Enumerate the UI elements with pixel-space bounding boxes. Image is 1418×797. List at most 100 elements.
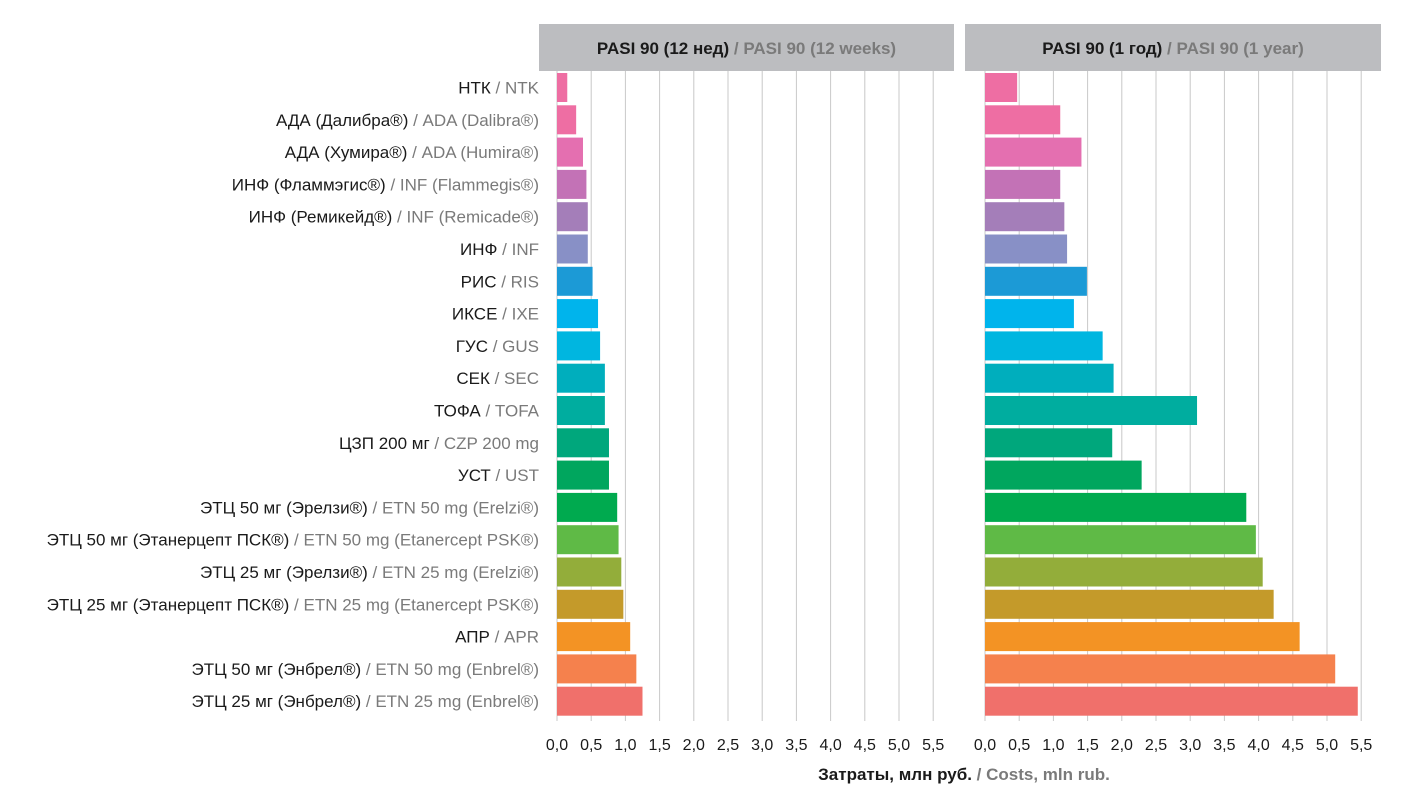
panel-title-2-ru: PASI 90 (1 год) bbox=[1042, 39, 1162, 58]
category-label-separator: / bbox=[497, 240, 511, 259]
bar bbox=[557, 460, 609, 490]
category-label-en: NTK bbox=[505, 79, 540, 98]
panel-title-1-ru: PASI 90 (12 нед) bbox=[597, 39, 729, 58]
category-label-ru: ЦЗП 200 мг bbox=[339, 434, 430, 453]
bar bbox=[985, 622, 1300, 652]
category-label-ru: СЕК bbox=[456, 369, 490, 388]
bar bbox=[985, 137, 1082, 167]
bar bbox=[985, 654, 1336, 684]
bar bbox=[985, 428, 1113, 458]
x-tick-label: 4,5 bbox=[854, 737, 876, 754]
category-label-en: UST bbox=[505, 466, 539, 485]
category-label-separator: / bbox=[407, 143, 421, 162]
x-tick-label: 2,5 bbox=[1145, 737, 1167, 754]
category-label-en: INF bbox=[512, 240, 539, 259]
category-label: ИНФ / INF bbox=[460, 240, 539, 259]
bar bbox=[557, 137, 583, 167]
x-tick-label: 3,5 bbox=[1213, 737, 1235, 754]
category-label-ru: АДА (Хумира®) bbox=[285, 143, 408, 162]
category-label: ТОФА / TOFA bbox=[434, 402, 540, 421]
bar bbox=[985, 525, 1256, 555]
category-label: ЭТЦ 25 мг (Эрелзи®) / ETN 25 mg (Erelzi®… bbox=[200, 563, 539, 582]
bar bbox=[985, 557, 1263, 587]
category-label: ЭТЦ 50 мг (Этанерцепт ПСК®) / ETN 50 mg … bbox=[47, 531, 539, 550]
category-label-ru: НТК bbox=[458, 79, 491, 98]
category-label: ЭТЦ 25 мг (Энбрел®) / ETN 25 mg (Enbrel®… bbox=[192, 692, 539, 711]
category-label-separator: / bbox=[368, 563, 382, 582]
category-label-ru: АДА (Далибра®) bbox=[276, 111, 408, 130]
bar bbox=[985, 492, 1247, 522]
category-label: УСТ / UST bbox=[458, 466, 539, 485]
bar bbox=[557, 202, 588, 232]
category-label: АДА (Хумира®) / ADA (Humira®) bbox=[285, 143, 539, 162]
category-label: ЦЗП 200 мг / CZP 200 mg bbox=[339, 434, 539, 453]
panel-title-1-en: PASI 90 (12 weeks) bbox=[743, 39, 896, 58]
category-label-en: ETN 25 mg (Enbrel®) bbox=[375, 692, 539, 711]
category-label-separator: / bbox=[491, 79, 505, 98]
category-label: АДА (Далибра®) / ADA (Dalibra®) bbox=[276, 111, 539, 130]
bar bbox=[557, 492, 618, 522]
category-label-ru: ЭТЦ 25 мг (Этанерцепт ПСК®) bbox=[47, 595, 290, 614]
category-label-ru: ИНФ (Фламмэгис®) bbox=[232, 175, 386, 194]
bar bbox=[557, 428, 609, 458]
category-label-en: ETN 25 mg (Erelzi®) bbox=[382, 563, 539, 582]
x-tick-label: 3,0 bbox=[1179, 737, 1201, 754]
bar bbox=[557, 299, 599, 329]
bar bbox=[985, 686, 1358, 716]
x-tick-label: 1,5 bbox=[648, 737, 670, 754]
bar bbox=[985, 266, 1087, 296]
x-axis-title-en: Costs, mln rub. bbox=[986, 765, 1110, 784]
category-label-en: INF (Remicade®) bbox=[407, 208, 540, 227]
x-tick-label: 1,0 bbox=[614, 737, 636, 754]
panel-title-1-separator: / bbox=[729, 39, 743, 58]
x-tick-label: 0,5 bbox=[580, 737, 602, 754]
x-tick-label: 4,5 bbox=[1282, 737, 1304, 754]
bar bbox=[557, 169, 587, 199]
bar bbox=[557, 105, 577, 135]
x-axis-title-ru: Затраты, млн руб. bbox=[818, 765, 972, 784]
category-label-separator: / bbox=[368, 498, 382, 517]
bar bbox=[557, 73, 568, 102]
category-label: ЭТЦ 50 мг (Эрелзи®) / ETN 50 mg (Erelzi®… bbox=[200, 498, 539, 517]
x-tick-label: 3,0 bbox=[751, 737, 773, 754]
category-label-ru: ИНФ bbox=[460, 240, 497, 259]
panel-1: PASI 90 (12 нед) / PASI 90 (12 weeks) 0,0… bbox=[539, 24, 954, 754]
panel-header-2 bbox=[965, 24, 1381, 71]
category-label-ru: ГУС bbox=[456, 337, 488, 356]
x-tick-label: 1,0 bbox=[1042, 737, 1064, 754]
x-tick-label: 1,5 bbox=[1076, 737, 1098, 754]
category-label-separator: / bbox=[289, 595, 303, 614]
bar bbox=[557, 234, 588, 264]
category-label-ru: АПР bbox=[455, 628, 490, 647]
bar bbox=[557, 557, 622, 587]
x-tick-label: 4,0 bbox=[1247, 737, 1269, 754]
bar bbox=[985, 331, 1103, 361]
x-tick-label: 5,5 bbox=[1350, 737, 1372, 754]
category-label-ru: УСТ bbox=[458, 466, 491, 485]
category-label-ru: ЭТЦ 50 мг (Энбрел®) bbox=[192, 660, 362, 679]
category-label-en: INF (Flammegis®) bbox=[400, 175, 539, 194]
category-label: СЕК / SEC bbox=[456, 369, 539, 388]
bar bbox=[985, 589, 1274, 619]
category-label-en: CZP 200 mg bbox=[444, 434, 539, 453]
category-label-separator: / bbox=[430, 434, 444, 453]
category-label: ИКСЕ / IXE bbox=[452, 305, 539, 324]
category-label-en: GUS bbox=[502, 337, 539, 356]
x-tick-label: 2,5 bbox=[717, 737, 739, 754]
bar bbox=[985, 105, 1061, 135]
panels-layer: PASI 90 (12 нед) / PASI 90 (12 weeks) 0,0… bbox=[539, 24, 1381, 754]
category-label: ИНФ (Фламмэгис®) / INF (Flammegis®) bbox=[232, 175, 539, 194]
category-label-en: ETN 50 mg (Erelzi®) bbox=[382, 498, 539, 517]
category-label-separator: / bbox=[386, 175, 400, 194]
x-axis-title-separator: / bbox=[972, 765, 986, 784]
x-tick-label: 5,0 bbox=[1316, 737, 1338, 754]
category-label-en: SEC bbox=[504, 369, 539, 388]
bar bbox=[557, 363, 605, 393]
category-label-separator: / bbox=[491, 466, 505, 485]
x-tick-label: 5,5 bbox=[922, 737, 944, 754]
category-label-ru: РИС bbox=[461, 272, 497, 291]
x-tick-label: 0,5 bbox=[1008, 737, 1030, 754]
x-tick-label: 2,0 bbox=[1111, 737, 1133, 754]
category-label-ru: ЭТЦ 25 мг (Эрелзи®) bbox=[200, 563, 368, 582]
